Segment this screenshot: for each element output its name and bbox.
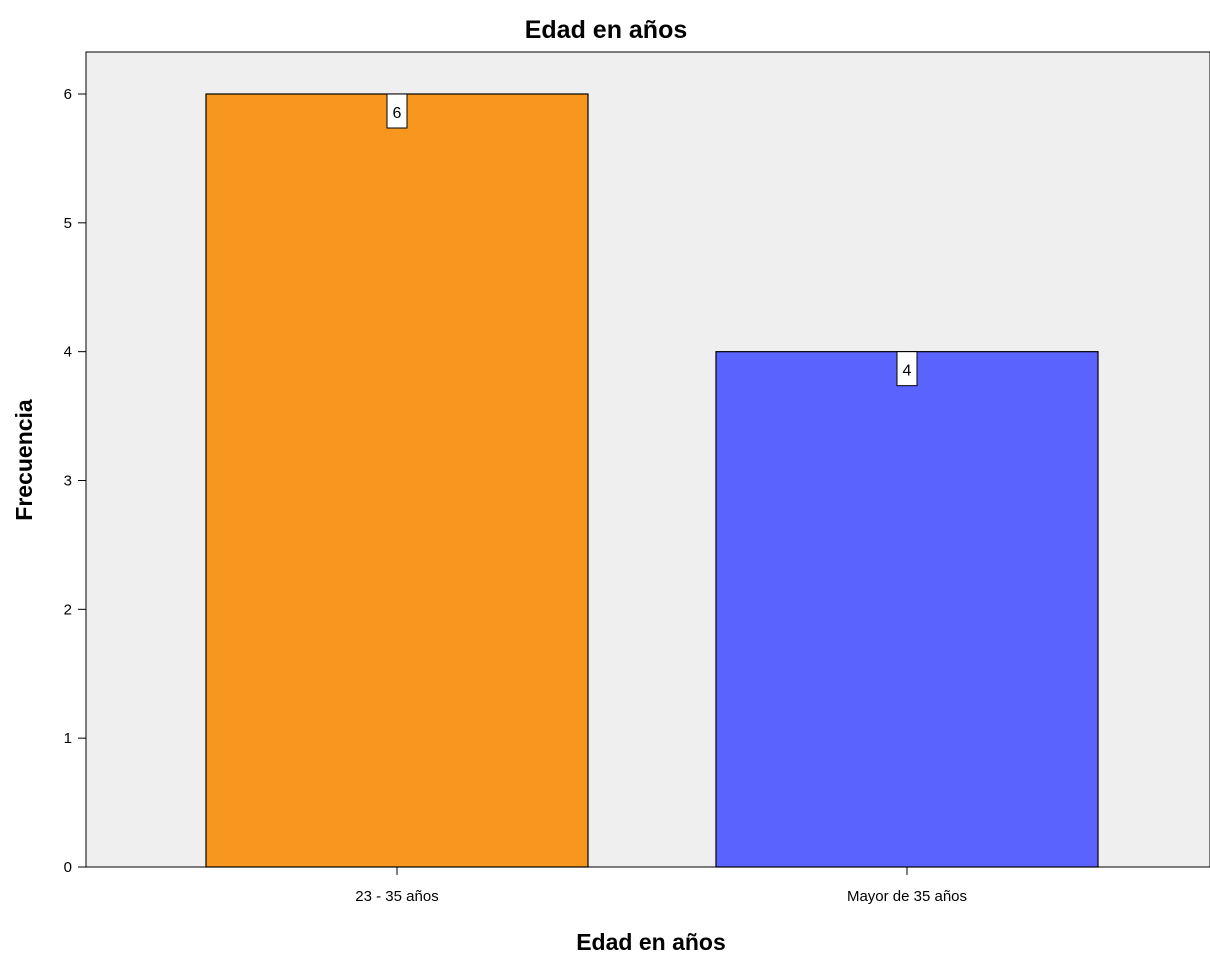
y-tick-label: 3	[64, 473, 72, 490]
chart-title: Edad en años	[525, 16, 688, 44]
bars-group	[205, 93, 1099, 868]
y-tick-label: 4	[64, 344, 72, 361]
y-tick-label: 2	[64, 601, 72, 618]
data-labels: 64	[386, 93, 918, 387]
y-tick-label: 1	[64, 730, 72, 747]
y-tick-label: 0	[64, 859, 72, 876]
x-tick-label: 23 - 35 años	[355, 888, 438, 905]
x-tick-label: Mayor de 35 años	[847, 888, 967, 905]
data-label-2: 4	[896, 351, 918, 387]
bar-2	[715, 351, 1099, 868]
y-axis-title: Frecuencia	[11, 399, 37, 521]
data-label-box	[386, 93, 408, 129]
y-axis: 0 1 2 3 4 5 6	[64, 86, 86, 876]
data-label-1: 6	[386, 93, 408, 129]
y-tick-label: 5	[64, 215, 72, 232]
data-label-text: 6	[393, 105, 402, 122]
x-axis: 23 - 35 años Mayor de 35 años	[355, 867, 967, 905]
y-tick-label: 6	[64, 86, 72, 103]
data-label-box	[896, 351, 918, 387]
x-axis-title: Edad en años	[576, 929, 726, 955]
data-label-text: 4	[903, 363, 912, 380]
bar-1	[205, 93, 589, 868]
